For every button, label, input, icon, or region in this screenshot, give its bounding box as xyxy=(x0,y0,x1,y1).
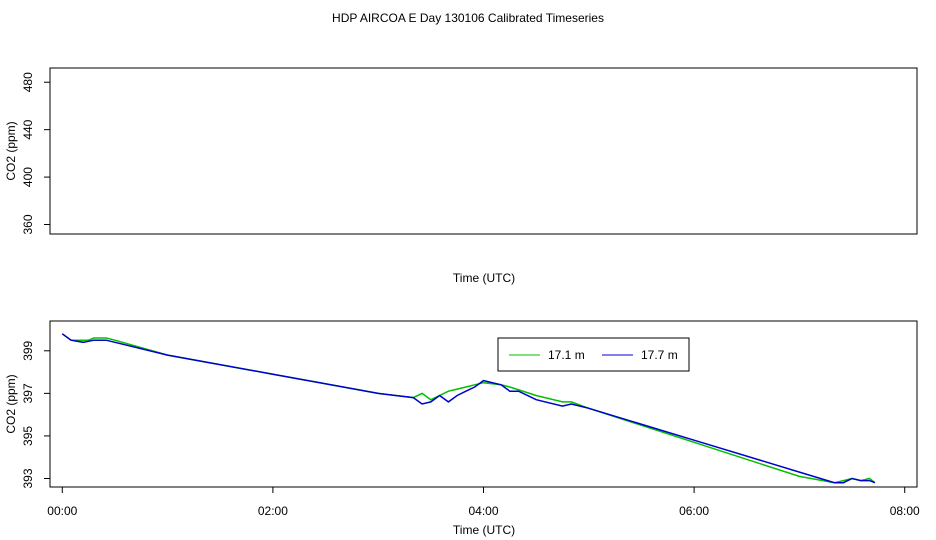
x-axis-ticks-bottom: 00:00 02:00 04:00 06:00 08:00 xyxy=(47,487,920,518)
y-tick-label-bottom-0: 393 xyxy=(21,468,35,488)
legend-label-series-2: 17.7 m xyxy=(641,348,678,362)
plot-frame-top xyxy=(49,67,918,235)
x-axis-label-top: Time (UTC) xyxy=(453,271,515,285)
y-tick-label-top-0: 360 xyxy=(21,214,35,234)
x-tick-label-bottom-2: 04:00 xyxy=(468,504,498,518)
series-line-1 xyxy=(61,333,876,484)
y-tick-label-bottom-1: 395 xyxy=(21,426,35,446)
y-tick-label-bottom-3: 399 xyxy=(21,340,35,360)
y-tick-label-top-3: 480 xyxy=(21,72,35,92)
y-axis-label-top: CO2 (ppm) xyxy=(4,121,18,180)
panel-bottom: 00:00 02:00 04:00 06:00 08:00 393 395 397 399 T… xyxy=(4,320,920,537)
series-line-2 xyxy=(61,333,876,484)
legend-label-series-1: 17.1 m xyxy=(548,348,585,362)
y-axis-ticks-bottom: 393 395 397 399 xyxy=(21,340,50,489)
x-tick-label-bottom-4: 08:00 xyxy=(890,504,920,518)
y-axis-label-bottom: CO2 (ppm) xyxy=(4,374,18,433)
y-axis-ticks-top: 360 400 440 480 xyxy=(21,72,50,235)
x-tick-label-bottom-1: 02:00 xyxy=(258,504,288,518)
x-tick-label-bottom-0: 00:00 xyxy=(47,504,77,518)
x-axis-label-bottom: Time (UTC) xyxy=(453,523,515,537)
chart-title: HDP AIRCOA E Day 130106 Calibrated Times… xyxy=(332,11,604,25)
y-tick-label-bottom-2: 397 xyxy=(21,383,35,403)
y-tick-label-top-1: 400 xyxy=(21,167,35,187)
y-tick-label-top-2: 440 xyxy=(21,119,35,139)
data-marks-bottom xyxy=(61,333,876,484)
plot-frame-bottom xyxy=(49,320,918,488)
x-tick-label-bottom-3: 06:00 xyxy=(679,504,709,518)
legend: 17.1 m 17.7 m xyxy=(497,337,690,372)
